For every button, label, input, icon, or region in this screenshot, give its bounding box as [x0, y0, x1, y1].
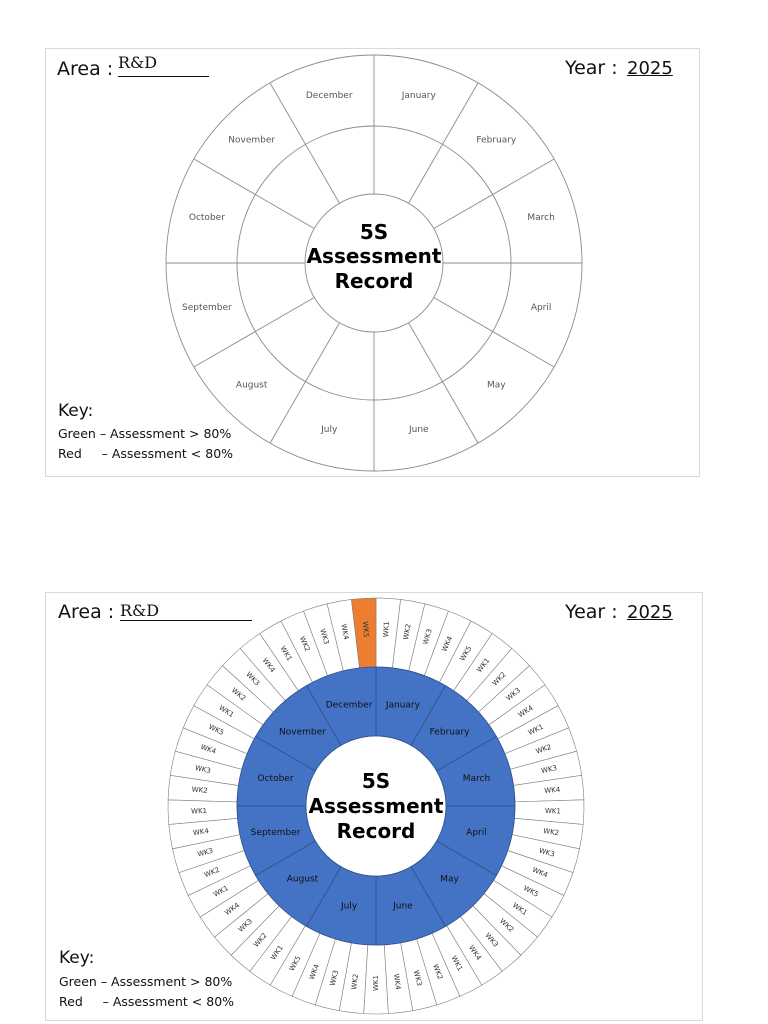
week-label-december-wk4: WK4	[339, 623, 350, 641]
week-label-october-wk1: WK1	[191, 807, 207, 815]
week-label-june-wk3: WK3	[412, 969, 424, 986]
year-label: Year :	[565, 57, 618, 79]
area-value: R&D	[120, 598, 252, 621]
month-label-february: February	[430, 727, 471, 737]
month-divider-line	[193, 158, 315, 229]
year-value: 2025	[627, 602, 673, 623]
year-value: 2025	[627, 58, 673, 79]
month-label-november: November	[279, 727, 326, 737]
week-label-january-wk2: WK2	[402, 623, 413, 640]
week-label-march-wk3: WK3	[541, 764, 558, 775]
month-label-november: November	[228, 136, 275, 146]
week-label-october-wk3: WK3	[194, 764, 211, 775]
wheel-title-line: Assessment	[309, 794, 444, 818]
month-label-may: May	[440, 875, 459, 885]
year-label: Year :	[565, 601, 618, 623]
month-divider-line	[433, 297, 555, 368]
month-label-march: March	[463, 774, 490, 784]
month-label-june: June	[392, 901, 413, 911]
week-label-september-wk4: WK4	[192, 827, 210, 837]
key-title: Key:	[59, 948, 95, 968]
month-label-april: April	[466, 828, 487, 838]
month-label-january: January	[385, 701, 421, 711]
key-line-red: Red – Assessment < 80%	[59, 994, 235, 1009]
key-line-green: Green – Assessment > 80%	[59, 974, 233, 989]
month-label-march: March	[527, 213, 554, 223]
center-circle	[305, 735, 447, 877]
week-label-october-wk2: WK2	[191, 786, 208, 795]
assessment-panel-weekly: WK1 WK2 WK3 WK4 WK5 WK1 WK2 WK3 WK4 WK1 WK2 WK3 WK4 W…	[45, 592, 703, 1021]
month-label-september: September	[251, 828, 301, 838]
month-label-may: May	[487, 380, 506, 390]
month-divider-line	[269, 322, 340, 444]
wheel-title-line: Assessment	[307, 244, 442, 268]
week-label-june-wk4: WK4	[392, 973, 402, 990]
area-label: Area :	[57, 58, 114, 80]
month-divider-line	[408, 82, 479, 204]
week-label-april-wk1: WK1	[545, 807, 561, 815]
month-label-october: October	[258, 774, 294, 784]
area-label: Area :	[58, 601, 115, 623]
week-label-april-wk3: WK3	[538, 847, 556, 859]
month-label-august: August	[287, 875, 319, 885]
month-divider-line	[269, 82, 340, 204]
month-divider-line	[408, 322, 479, 444]
month-divider-line	[433, 158, 555, 229]
month-label-june: June	[408, 425, 429, 435]
area-value: R&D	[118, 54, 209, 77]
week-label-april-wk2: WK2	[543, 827, 560, 837]
assessment-wheel-weekly: WK1 WK2 WK3 WK4 WK5 WK1 WK2 WK3 WK4 WK1 WK2 WK3 WK4 W…	[167, 597, 585, 1015]
center-circle	[304, 193, 444, 333]
wheel-title-line: 5S	[362, 769, 390, 793]
week-label-july-wk3: WK3	[329, 969, 341, 986]
assessment-panel-blank: January February March April May June July Augu…	[45, 48, 700, 477]
week-label-december-wk5: WK5	[361, 621, 370, 637]
month-label-december: December	[306, 91, 353, 101]
week-label-september-wk3: WK3	[197, 847, 215, 859]
month-label-july: July	[320, 425, 338, 435]
assessment-wheel: January February March April May June July Augu…	[165, 54, 583, 472]
month-label-april: April	[531, 303, 552, 313]
key-title: Key:	[58, 401, 94, 421]
wheel-title-line: Record	[335, 269, 414, 293]
month-label-january: January	[401, 91, 437, 101]
month-label-december: December	[326, 701, 373, 711]
month-label-august: August	[236, 380, 268, 390]
wheel-title-line: Record	[337, 819, 416, 843]
month-label-september: September	[182, 303, 232, 313]
week-label-july-wk1: WK1	[372, 975, 380, 991]
key-line-green: Green – Assessment > 80%	[58, 426, 232, 441]
month-label-february: February	[476, 136, 517, 146]
week-label-march-wk4: WK4	[544, 786, 561, 795]
month-label-october: October	[189, 213, 225, 223]
wheel-title-line: 5S	[360, 220, 388, 244]
week-label-july-wk2: WK2	[350, 973, 360, 990]
key-line-red: Red – Assessment < 80%	[58, 446, 234, 461]
month-label-july: July	[340, 901, 358, 911]
month-divider-line	[193, 297, 315, 368]
week-label-january-wk1: WK1	[382, 621, 391, 637]
